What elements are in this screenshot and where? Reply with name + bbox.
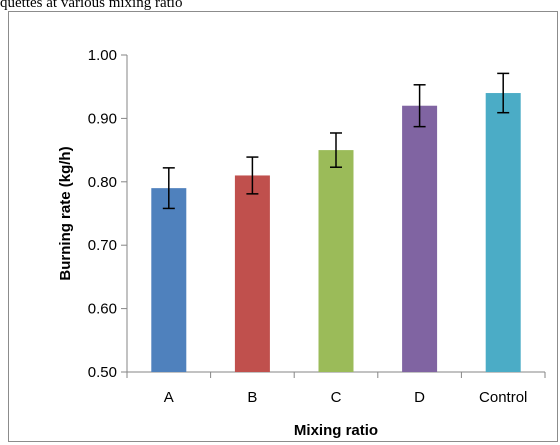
x-tick-label: Control [479,389,527,406]
y-tick-label: 1.00 [88,47,117,64]
x-tick-label: B [247,389,257,406]
figure-caption: quettes at various mixing ratio [0,0,183,11]
bar-b [234,175,270,372]
bar-a [151,188,187,372]
bar-control [485,93,521,372]
y-tick-label: 0.60 [88,301,117,318]
y-tick-label: 0.50 [88,364,117,381]
y-axis-title: Burning rate (kg/h) [57,146,74,280]
bar-d [402,105,438,372]
bars [151,93,521,372]
x-tick-label: C [331,389,342,406]
x-tick-label: A [164,389,174,406]
chart-frame [8,11,558,442]
bar-c [318,150,354,372]
y-tick-label: 0.90 [88,110,117,127]
y-tick-label: 0.70 [88,237,117,254]
y-tick-label: 0.80 [88,174,117,191]
tick-labels: 0.50 0.60 0.70 0.80 0.90 1.00 A B C D Control [88,47,528,406]
x-tick-label: D [414,389,425,406]
error-bars [162,72,510,210]
x-axis-title: Mixing ratio [294,422,378,439]
